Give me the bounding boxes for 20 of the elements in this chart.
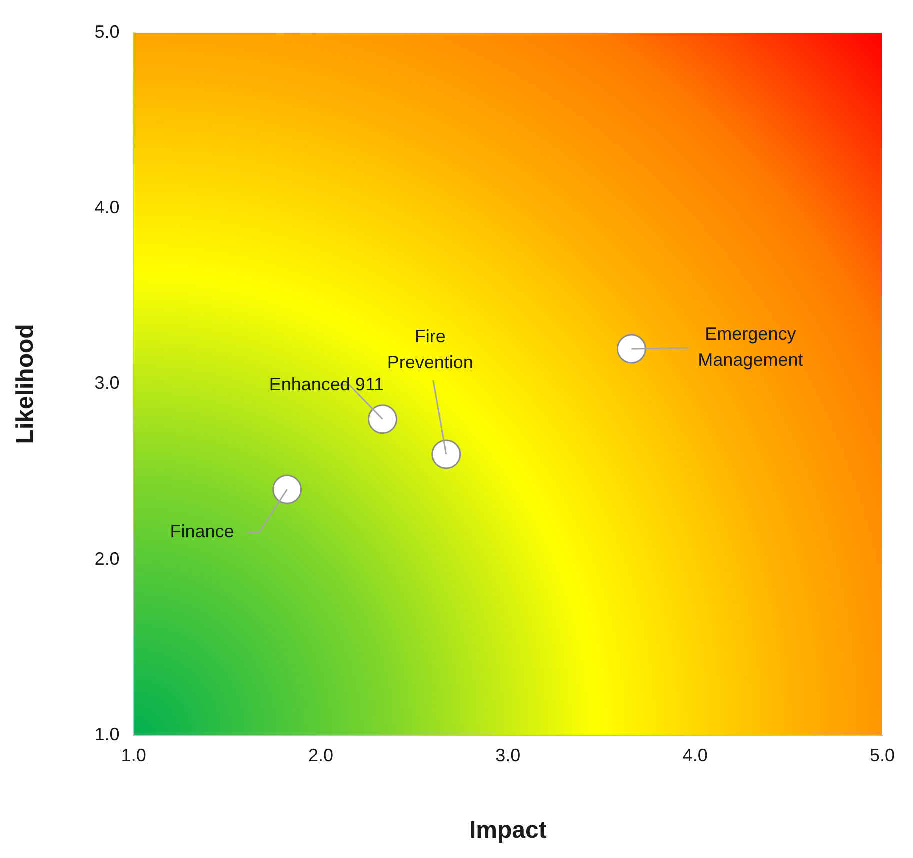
x-tick-label: 1.0 [121, 745, 146, 766]
x-tick-label: 3.0 [496, 745, 521, 766]
x-tick-label: 5.0 [870, 745, 896, 766]
x-tick-label: 2.0 [308, 745, 334, 766]
y-tick-label: 5.0 [94, 22, 120, 42]
y-axis-title: Likelihood [12, 324, 40, 444]
y-tick-label: 3.0 [94, 373, 120, 394]
y-tick-label: 2.0 [94, 548, 120, 569]
annotation: Finance [170, 522, 234, 542]
annotation: Fire Prevention [387, 326, 474, 372]
annotation: Enhanced 911 [269, 374, 384, 394]
y-tick-label: 1.0 [94, 724, 120, 745]
point [272, 474, 302, 504]
point [432, 440, 462, 470]
x-tick-label: 4.0 [682, 745, 708, 766]
annotation: Emergency Management [698, 324, 804, 370]
point [368, 404, 398, 434]
point [616, 334, 646, 364]
y-tick-label: 4.0 [94, 197, 120, 218]
x-axis-title: Impact [469, 817, 547, 844]
